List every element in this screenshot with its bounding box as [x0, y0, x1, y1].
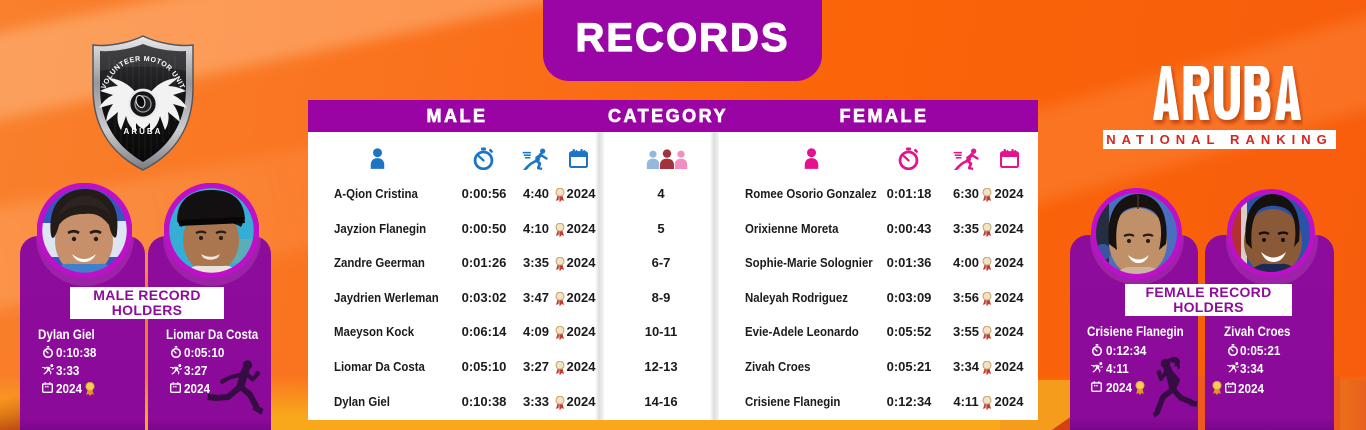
svg-text:ARUBA: ARUBA [124, 127, 163, 136]
